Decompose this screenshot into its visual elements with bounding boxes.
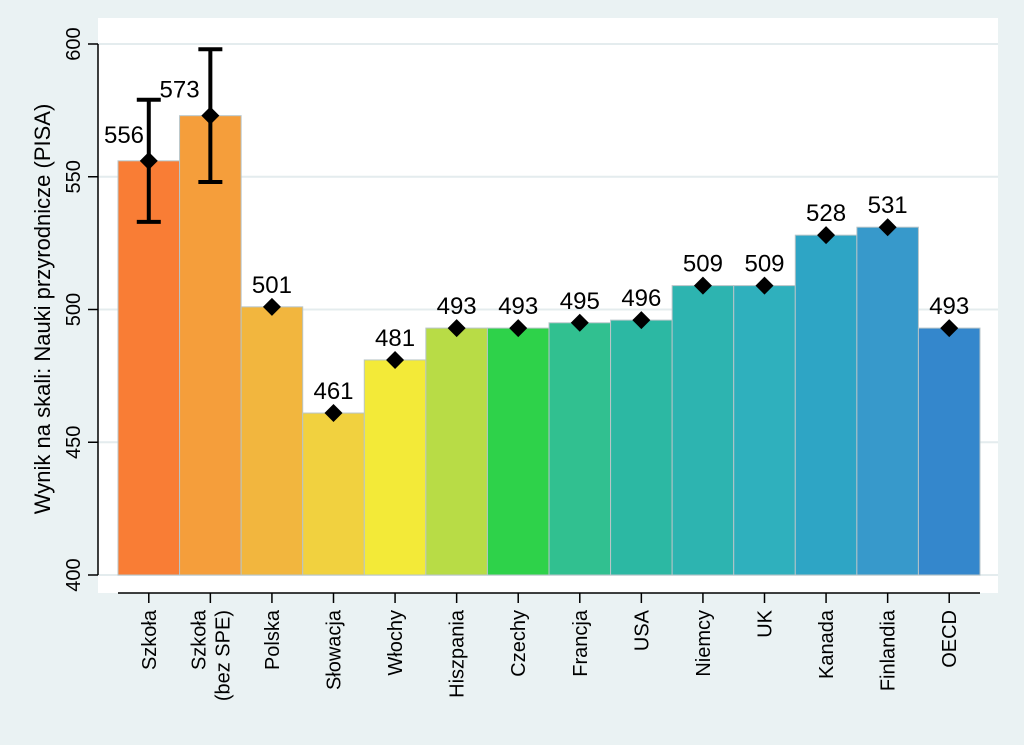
bars <box>117 115 981 576</box>
x-tick-label-group: Finlandia <box>878 609 900 691</box>
x-tick-label: OECD <box>939 610 961 668</box>
bar <box>610 319 673 576</box>
value-label: 509 <box>683 251 723 278</box>
x-tick-label-group: Niemcy <box>693 610 715 677</box>
x-tick-label: Finlandia <box>878 609 900 691</box>
x-tick-label-group: Francja <box>570 609 592 677</box>
value-label: 493 <box>498 293 538 320</box>
value-labels: 556 573 501 461 481 493 493 495 496 509 509 528 531 4… <box>104 77 969 405</box>
diamond-marker <box>940 319 959 338</box>
diamond-marker <box>447 319 466 338</box>
x-tick-label: Hiszpania <box>447 609 469 698</box>
x-tick-label: Słowacja <box>324 609 346 690</box>
bar <box>733 285 796 576</box>
value-label: 531 <box>868 192 908 219</box>
y-tick-label: 600 <box>63 27 85 60</box>
value-label: 556 <box>104 122 144 149</box>
y-axis-title: Wynik na skali: Nauki przyrodnicze (PISA… <box>30 104 55 515</box>
value-label: 495 <box>560 288 600 315</box>
bar <box>117 160 181 576</box>
value-label: 461 <box>313 378 353 405</box>
x-tick-label: USA <box>631 609 653 651</box>
bar <box>302 412 365 576</box>
x-tick-label: Czechy <box>508 610 530 677</box>
x-tick-label: Niemcy <box>693 610 715 677</box>
y-tick-label: 500 <box>63 293 85 326</box>
bar <box>486 327 550 576</box>
value-label: 573 <box>160 77 200 104</box>
x-tick-label: Francja <box>570 609 592 677</box>
x-tick-label-group: Kanada <box>816 609 838 679</box>
x-tick-label: Szkoła <box>139 609 161 670</box>
diamond-marker <box>386 350 405 369</box>
x-tick-label: Polska <box>262 609 284 670</box>
x-tick-label-group: UK <box>755 609 777 637</box>
x-tick-label: Kanada <box>816 609 838 679</box>
x-tick-label-group: Czechy <box>508 610 530 677</box>
x-tick-label-group: Włochy <box>385 610 407 676</box>
diamond-marker <box>509 319 528 338</box>
diamond-marker <box>201 106 220 125</box>
x-tick-label-group: Szkoła <box>139 609 161 670</box>
value-label: 501 <box>252 272 292 299</box>
value-label: 496 <box>621 285 661 312</box>
bar <box>794 234 858 576</box>
x-tick-label: (bez SPE) <box>212 610 234 701</box>
x-tick-label: Włochy <box>385 610 407 676</box>
diamond-marker <box>262 297 281 316</box>
x-axis: Szkoła Szkoła (bez SPE) Polska Słowacja Włoch… <box>118 592 980 701</box>
x-tick-label: Szkoła <box>188 609 210 670</box>
diamond-marker <box>139 151 158 170</box>
bar <box>179 115 242 576</box>
markers <box>139 106 959 423</box>
diamond-marker <box>693 276 712 295</box>
x-tick-label-group: OECD <box>939 610 961 668</box>
diamond-marker <box>817 226 836 245</box>
diamond-marker <box>632 311 651 330</box>
bar <box>671 285 735 576</box>
diamond-marker <box>570 313 589 332</box>
value-label: 493 <box>929 293 969 320</box>
y-tick-label: 400 <box>63 558 85 591</box>
bar <box>425 327 488 576</box>
bar <box>548 322 612 576</box>
diamond-marker <box>324 404 343 423</box>
y-axis: 400 450 500 550 600 <box>63 27 99 592</box>
y-tick-label: 450 <box>63 426 85 459</box>
x-tick-label-group: Hiszpania <box>447 609 469 698</box>
value-label: 528 <box>806 200 846 227</box>
bar <box>363 359 427 576</box>
bar <box>240 306 304 576</box>
value-label: 481 <box>375 325 415 352</box>
x-tick-label-group: Słowacja <box>324 609 346 690</box>
x-tick-label-group: USA <box>631 609 653 651</box>
x-tick-label-group: Polska <box>262 609 284 670</box>
diamond-marker <box>878 218 897 237</box>
diamond-marker <box>755 276 774 295</box>
value-label: 509 <box>744 251 784 278</box>
y-tick-label: 550 <box>63 160 85 193</box>
x-tick-label-group: Szkoła (bez SPE) <box>188 609 234 701</box>
value-label: 493 <box>437 293 477 320</box>
x-tick-label: UK <box>755 609 777 637</box>
bar <box>917 327 981 576</box>
bar <box>856 226 919 576</box>
